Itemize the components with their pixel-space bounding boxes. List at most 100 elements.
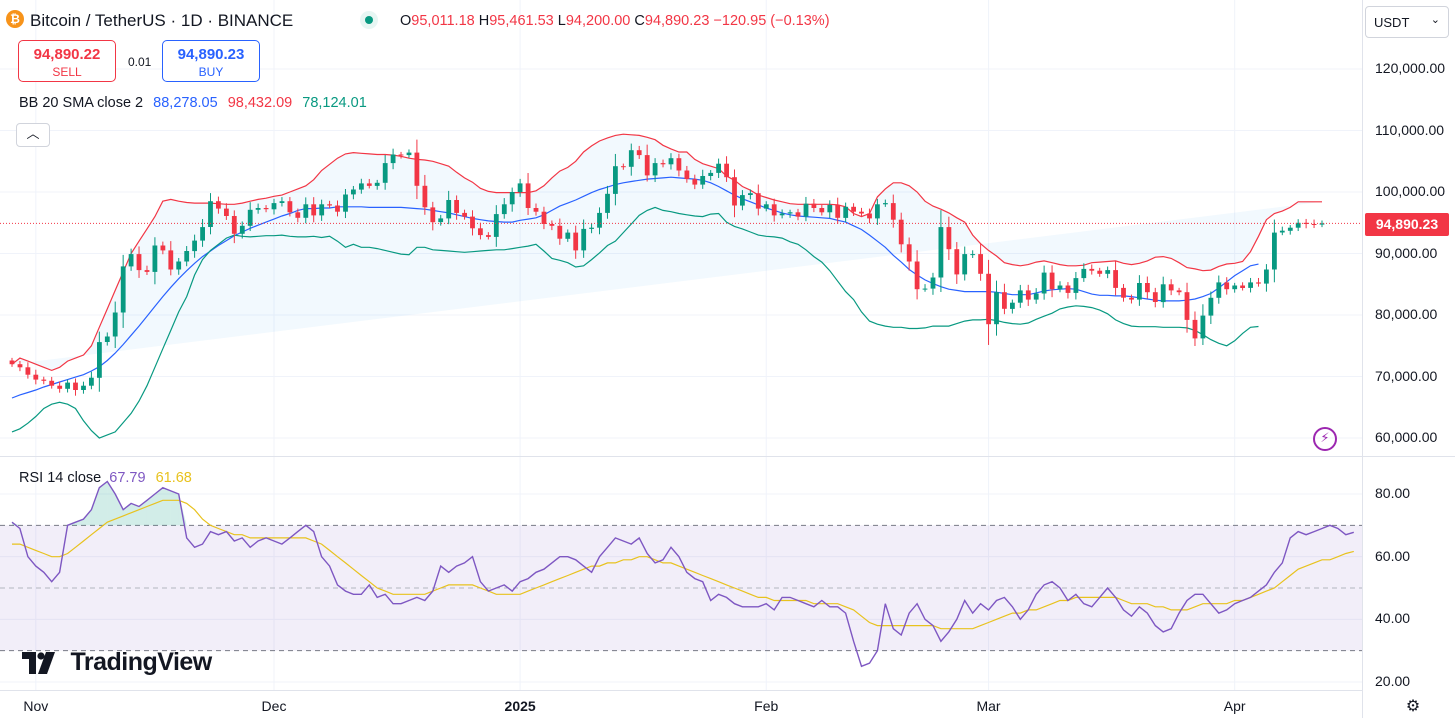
candle-body bbox=[192, 240, 197, 252]
bollinger-legend[interactable]: BB 20 SMA close 2 88,278.05 98,432.09 78… bbox=[19, 95, 367, 111]
candle-body bbox=[1208, 297, 1214, 316]
sell-label: SELL bbox=[52, 65, 82, 79]
candle-body bbox=[1248, 282, 1253, 288]
candle-body bbox=[144, 270, 150, 272]
candle-body bbox=[470, 216, 475, 229]
ohlc-low-label: L bbox=[557, 13, 566, 29]
currency-select[interactable]: USDT ⌄ bbox=[1365, 6, 1449, 38]
ohlc-open-label: O bbox=[400, 13, 412, 29]
candle-body bbox=[128, 254, 134, 267]
tradingview-logo[interactable]: TradingView bbox=[22, 648, 212, 678]
candle-body bbox=[1073, 278, 1079, 293]
candle-body bbox=[25, 367, 31, 375]
candle-body bbox=[1192, 319, 1198, 339]
price-grid bbox=[0, 0, 1362, 690]
candle-body bbox=[414, 152, 420, 186]
ohlc-change: −120.95 (−0.13%) bbox=[713, 13, 830, 29]
candle-body bbox=[295, 212, 301, 218]
candle-body bbox=[684, 170, 690, 180]
rsi-overbought-fill bbox=[99, 481, 108, 526]
candle-body bbox=[835, 204, 841, 218]
candle-body bbox=[160, 245, 166, 251]
buy-button[interactable]: 94,890.23 BUY bbox=[162, 40, 260, 82]
price-tick-label: 90,000.00 bbox=[1375, 244, 1438, 261]
chevron-up-icon[interactable]: ︿ bbox=[16, 123, 50, 147]
candle-body bbox=[231, 216, 237, 234]
last-price-label: 94,890.23 bbox=[1365, 213, 1449, 236]
candle-body bbox=[1105, 270, 1111, 274]
candle-body bbox=[486, 235, 491, 237]
candle-body bbox=[732, 177, 737, 206]
ohlc-open-value: 95,011.18 bbox=[411, 13, 475, 29]
candle-body bbox=[573, 232, 579, 251]
candle-body bbox=[1295, 222, 1301, 228]
rsi-legend[interactable]: RSI 14 close 67.79 61.68 bbox=[19, 470, 192, 486]
rsi-overbought-fill bbox=[162, 487, 171, 526]
candle-body bbox=[216, 201, 221, 209]
candle-body bbox=[319, 204, 325, 216]
candle-body bbox=[994, 292, 999, 325]
candle-body bbox=[311, 204, 317, 216]
candle-body bbox=[1319, 223, 1325, 225]
rsi-indicator-name: RSI 14 close bbox=[19, 470, 102, 486]
rsi-overbought-fill bbox=[170, 490, 179, 526]
candle-body bbox=[1311, 224, 1317, 225]
bb-basis-value: 88,278.05 bbox=[153, 95, 218, 111]
candle-body bbox=[970, 254, 976, 256]
candle-body bbox=[1279, 230, 1285, 233]
candle-body bbox=[374, 182, 380, 186]
candle-body bbox=[740, 195, 745, 206]
bb-upper-value: 98,432.09 bbox=[227, 95, 293, 111]
candle-body bbox=[748, 193, 753, 195]
rsi-tick-label: 40.00 bbox=[1375, 610, 1411, 627]
candle-body bbox=[208, 201, 213, 227]
rsi-series bbox=[11, 480, 1355, 668]
bitcoin-icon: ₿ bbox=[6, 10, 24, 28]
candle-body bbox=[454, 200, 459, 213]
rsi-tick-label: 60.00 bbox=[1375, 547, 1411, 564]
candle-body bbox=[1041, 272, 1047, 294]
candle-body bbox=[851, 206, 856, 212]
candle-body bbox=[621, 166, 626, 168]
candle-body bbox=[1081, 268, 1087, 279]
market-open-dot-icon bbox=[365, 16, 373, 24]
candle-body bbox=[1137, 283, 1142, 300]
candle-body bbox=[239, 225, 245, 234]
candle-body bbox=[120, 266, 126, 313]
candle-body bbox=[859, 211, 864, 214]
rsi-overbought-fill bbox=[146, 494, 155, 526]
candle-body bbox=[605, 193, 610, 213]
lightning-icon[interactable]: ⚡ bbox=[1313, 427, 1337, 451]
candle-body bbox=[589, 227, 594, 229]
candle-body bbox=[200, 227, 205, 241]
candle-body bbox=[938, 227, 944, 278]
spread-value: 0.01 bbox=[128, 55, 152, 69]
symbol-title[interactable]: Bitcoin / TetherUS · 1D · BINANCE bbox=[30, 11, 294, 30]
candle-body bbox=[398, 154, 404, 156]
rsi-line bbox=[11, 480, 1355, 668]
gear-icon[interactable]: ⚙ bbox=[1405, 696, 1421, 715]
price-tick-label: 70,000.00 bbox=[1375, 367, 1438, 384]
candle-body bbox=[1121, 287, 1126, 298]
rsi-tick-label: 80.00 bbox=[1375, 485, 1411, 501]
candle-body bbox=[755, 193, 761, 209]
sell-button[interactable]: 94,890.22 SELL bbox=[18, 40, 116, 82]
candle-body bbox=[922, 288, 928, 290]
candle-body bbox=[81, 385, 86, 390]
price-tick-label: 120,000.00 bbox=[1375, 60, 1446, 76]
sell-price: 94,890.22 bbox=[33, 46, 101, 63]
candle-body bbox=[597, 212, 602, 228]
candle-body bbox=[565, 232, 571, 239]
time-tick-label: Mar bbox=[976, 698, 1001, 714]
candle-body bbox=[478, 228, 483, 236]
candle-body bbox=[1216, 282, 1222, 298]
candle-body bbox=[17, 364, 23, 368]
candle-body bbox=[779, 213, 785, 216]
candle-body bbox=[1184, 292, 1190, 320]
candle-body bbox=[1089, 268, 1095, 271]
candle-body bbox=[549, 224, 555, 226]
candle-body bbox=[636, 150, 642, 156]
candle-body bbox=[1065, 285, 1071, 293]
